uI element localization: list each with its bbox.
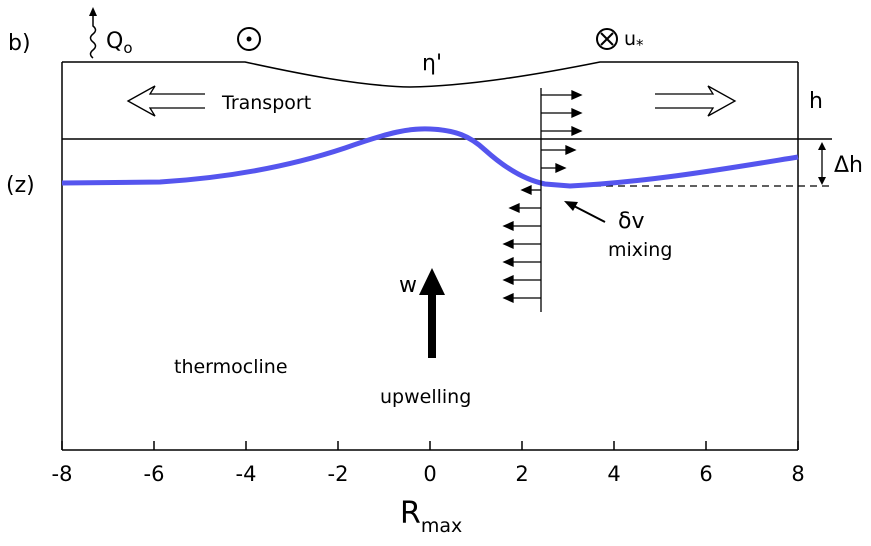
velocity-profile <box>502 88 583 312</box>
heat-flux-subscript: o <box>123 39 132 57</box>
circled-x-icon <box>596 28 618 50</box>
x-axis-label: R <box>400 496 421 531</box>
friction-velocity-subscript: * <box>636 36 644 54</box>
x-tick-label: 6 <box>699 462 712 486</box>
upwelling-arrow <box>419 268 445 358</box>
x-axis-ticks <box>61 441 799 450</box>
surface-displacement-label: η' <box>422 51 442 76</box>
upwelling-label: upwelling <box>380 386 471 408</box>
left-velocity-arrows <box>502 184 541 304</box>
circled-dot-icon <box>237 27 261 51</box>
friction-velocity-label: u <box>624 28 636 50</box>
panel-label: b) <box>8 31 31 56</box>
depth-axis-label: (z) <box>6 173 35 198</box>
mixed-layer-depth-curve <box>61 126 799 189</box>
svg-text:u*: u* <box>624 28 644 54</box>
mixing-label: mixing <box>608 239 672 261</box>
x-tick-label: -8 <box>52 462 73 486</box>
x-tick-label: -2 <box>328 462 349 486</box>
domain-frame <box>61 61 799 451</box>
mixing-pointer-arrow <box>564 201 606 223</box>
vertical-velocity-label: w <box>399 273 417 298</box>
thermocline-label: thermocline <box>174 356 288 378</box>
x-axis-label-subscript: max <box>421 515 462 537</box>
right-velocity-arrows <box>541 89 583 174</box>
x-tick-label: -4 <box>236 462 257 486</box>
svg-text:Rmax: Rmax <box>400 496 462 537</box>
x-tick-label: 8 <box>791 462 804 486</box>
x-tick-label: 2 <box>515 462 528 486</box>
wavy-arrow-icon <box>89 7 97 59</box>
layer-depth-label: h <box>809 89 823 114</box>
x-axis-tick-labels: -8 -6 -4 -2 0 2 4 6 8 <box>52 462 805 486</box>
heat-flux-label: Q <box>106 29 123 54</box>
sea-surface-line <box>62 61 798 88</box>
svg-text:Qo: Qo <box>106 29 133 57</box>
depth-change-arrow <box>818 142 826 185</box>
x-tick-label: 4 <box>607 462 620 486</box>
depth-change-label: Δh <box>834 153 863 178</box>
left-transport-arrow <box>126 85 205 117</box>
right-transport-arrow <box>655 85 737 117</box>
transport-label: Transport <box>221 92 311 114</box>
x-tick-label: 0 <box>423 462 436 486</box>
shear-label: δv <box>618 209 644 234</box>
x-tick-label: -6 <box>144 462 165 486</box>
